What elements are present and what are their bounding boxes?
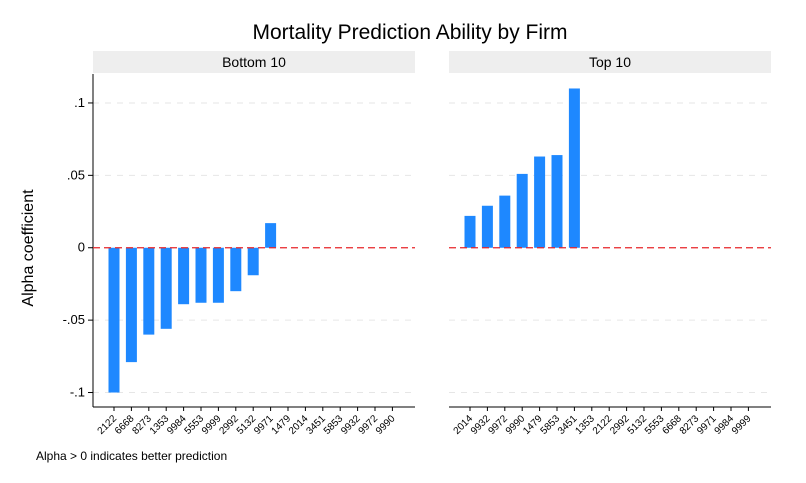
bar: [568, 88, 580, 248]
bar: [212, 247, 224, 303]
bar: [247, 247, 259, 276]
bar: [125, 247, 137, 363]
panel-bottom-10: Bottom 10.1.050-.05-.1212266688273135399…: [63, 51, 415, 437]
bar: [178, 247, 190, 305]
bar: [230, 247, 242, 292]
bar: [160, 247, 172, 329]
panel-top-10: Top 102014993299729990147958533451135321…: [449, 51, 771, 437]
facet-label: Bottom 10: [222, 54, 286, 70]
bar: [108, 247, 120, 393]
bar: [195, 247, 207, 303]
panels: Bottom 10.1.050-.05-.1212266688273135399…: [63, 51, 771, 437]
bar: [481, 205, 493, 248]
bar: [265, 223, 277, 248]
bar: [143, 247, 155, 335]
bar: [499, 195, 511, 248]
bar: [516, 173, 528, 248]
y-tick-label: 0: [78, 240, 85, 255]
y-tick-label: .1: [74, 95, 85, 110]
facet-header: [93, 51, 415, 73]
bar: [534, 156, 546, 248]
chart-title: Mortality Prediction Ability by Firm: [252, 21, 567, 44]
y-tick-label: -.05: [63, 312, 85, 327]
facet-header: [449, 51, 771, 73]
facet-label: Top 10: [589, 54, 631, 70]
y-tick-label: .05: [67, 167, 85, 182]
x-tick-label: 9990: [374, 413, 398, 437]
x-tick-label: 9999: [730, 413, 754, 437]
bar: [551, 155, 563, 248]
bar: [464, 215, 476, 248]
y-axis-label: Alpha coefficient: [20, 189, 37, 307]
y-tick-label: -.1: [70, 385, 85, 400]
chart-note: Alpha > 0 indicates better prediction: [36, 449, 227, 463]
